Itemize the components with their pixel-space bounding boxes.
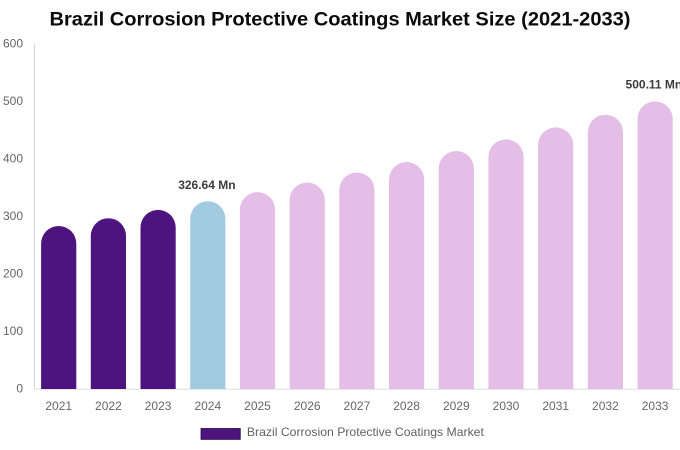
svg-text:2032: 2032 [592, 399, 619, 413]
svg-text:2027: 2027 [344, 399, 371, 413]
svg-text:326.64 Mn: 326.64 Mn [178, 178, 235, 192]
svg-text:200: 200 [3, 267, 23, 281]
svg-text:2031: 2031 [542, 399, 569, 413]
svg-text:600: 600 [3, 36, 23, 50]
svg-text:2022: 2022 [95, 399, 122, 413]
svg-text:500: 500 [3, 94, 23, 108]
svg-text:2028: 2028 [393, 399, 420, 413]
svg-text:Brazil Corrosion Protective Co: Brazil Corrosion Protective Coatings Mar… [247, 425, 485, 439]
svg-text:500.11 Mn: 500.11 Mn [626, 77, 680, 91]
svg-text:2025: 2025 [244, 399, 271, 413]
svg-text:2026: 2026 [294, 399, 321, 413]
svg-text:2033: 2033 [642, 399, 669, 413]
svg-text:400: 400 [3, 151, 23, 165]
svg-text:300: 300 [3, 209, 23, 223]
svg-text:2029: 2029 [443, 399, 470, 413]
svg-text:2030: 2030 [493, 399, 520, 413]
svg-text:2023: 2023 [145, 399, 172, 413]
svg-text:100: 100 [3, 324, 23, 338]
svg-text:2024: 2024 [194, 399, 221, 413]
svg-text:Brazil Corrosion Protective Co: Brazil Corrosion Protective Coatings Mar… [50, 10, 631, 31]
svg-text:0: 0 [16, 382, 23, 396]
svg-text:2021: 2021 [45, 399, 72, 413]
